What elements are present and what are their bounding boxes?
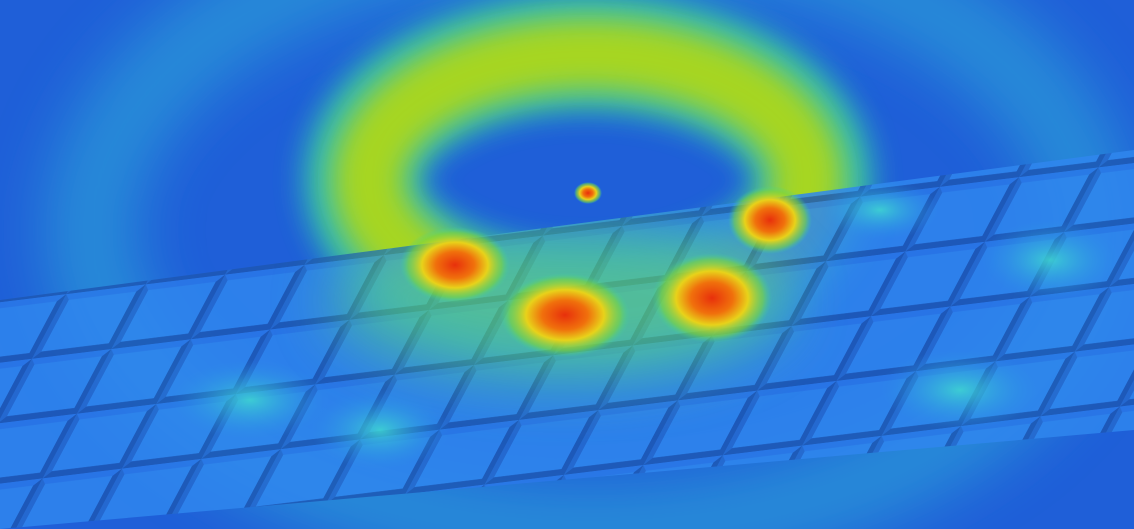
hot-spot: [500, 273, 630, 357]
hot-spot: [400, 227, 510, 303]
source-point: [574, 182, 602, 204]
hot-spot: [652, 253, 772, 343]
hot-spot: [728, 186, 812, 254]
page: [0, 0, 1134, 529]
field-visualization: [0, 0, 1134, 529]
